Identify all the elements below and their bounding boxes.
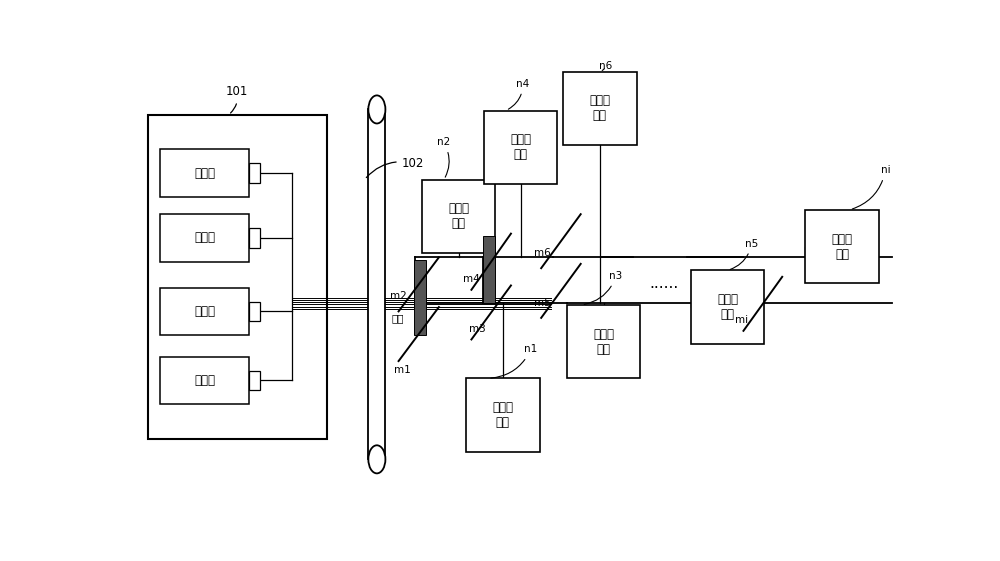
Bar [466, 378, 540, 452]
Text: 荧光: 荧光 [392, 313, 404, 323]
Text: n6: n6 [599, 62, 613, 71]
Bar [805, 210, 879, 283]
Text: 102: 102 [366, 157, 424, 177]
Text: 光电探
测器: 光电探 测器 [717, 293, 738, 321]
Text: 激光器: 激光器 [194, 305, 215, 318]
Text: 光电探
测器: 光电探 测器 [593, 328, 614, 356]
Text: m4: m4 [463, 274, 480, 284]
Bar [422, 180, 495, 253]
Text: m5: m5 [534, 298, 550, 308]
Text: n2: n2 [437, 137, 450, 177]
Bar [160, 214, 249, 261]
Text: 光电探
测器: 光电探 测器 [492, 401, 513, 429]
Ellipse shape [368, 445, 385, 473]
Text: n1: n1 [491, 344, 537, 378]
Text: 光电探
测器: 光电探 测器 [510, 133, 531, 161]
Text: m6: m6 [534, 248, 550, 258]
Text: ni: ni [852, 165, 890, 209]
Text: 激光器: 激光器 [194, 167, 215, 180]
Text: m3: m3 [469, 324, 486, 334]
Bar [691, 270, 764, 344]
Text: 光电探
测器: 光电探 测器 [448, 203, 469, 231]
Bar [249, 163, 260, 183]
Text: 激光器: 激光器 [194, 232, 215, 245]
Bar [249, 302, 260, 321]
Bar [414, 260, 426, 335]
Bar [148, 115, 326, 439]
Text: n4: n4 [508, 79, 530, 109]
Text: 光电探
测器: 光电探 测器 [832, 233, 853, 261]
Text: m1: m1 [394, 365, 411, 375]
Text: 光电探
测器: 光电探 测器 [589, 94, 610, 122]
Text: mi: mi [735, 315, 748, 325]
Bar [483, 236, 495, 303]
Text: 101: 101 [226, 85, 248, 113]
Bar [249, 371, 260, 390]
Bar [160, 288, 249, 335]
Bar [563, 72, 637, 145]
Text: m2: m2 [390, 291, 407, 301]
Bar [160, 357, 249, 404]
Bar [567, 305, 640, 378]
Text: ......: ...... [649, 276, 678, 291]
Text: n5: n5 [730, 238, 758, 269]
Bar [484, 111, 557, 184]
Text: n3: n3 [584, 271, 623, 305]
Ellipse shape [368, 95, 385, 123]
Text: 激光器: 激光器 [194, 374, 215, 387]
Bar [160, 149, 249, 197]
Bar [249, 228, 260, 247]
